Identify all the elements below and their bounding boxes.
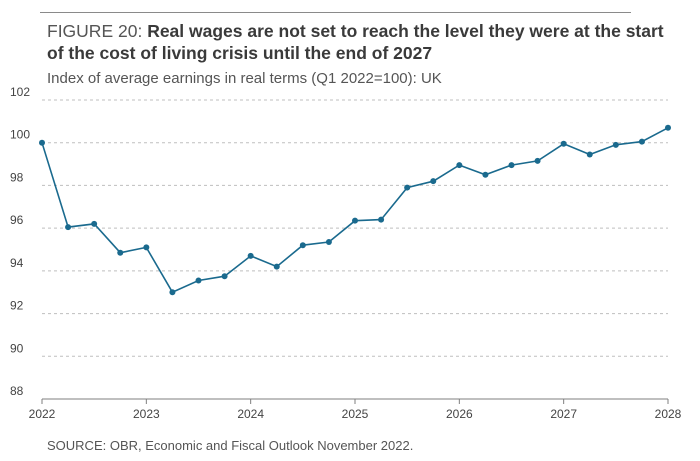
data-point: [299, 242, 306, 249]
data-point: [39, 139, 45, 146]
y-tick-label: 100: [10, 128, 30, 142]
data-point: [352, 217, 358, 224]
x-tick-label: 2026: [446, 407, 473, 421]
data-point: [273, 263, 280, 270]
data-point: [378, 216, 385, 223]
y-tick-label: 96: [10, 213, 24, 227]
data-point: [560, 140, 567, 147]
data-point: [456, 162, 463, 169]
top-rule: [40, 12, 631, 13]
data-point: [612, 141, 619, 148]
x-tick-label: 2022: [29, 407, 56, 421]
x-tick-label: 2024: [237, 407, 264, 421]
x-tick-label: 2027: [550, 407, 577, 421]
data-point: [143, 244, 150, 251]
data-point: [325, 239, 332, 246]
data-point: [117, 249, 124, 256]
data-point: [169, 289, 176, 296]
chart-subtitle: Index of average earnings in real terms …: [47, 70, 442, 87]
figure-title-text: Real wages are not set to reach the leve…: [47, 21, 664, 63]
y-tick-label: 88: [10, 384, 24, 398]
data-point: [638, 138, 645, 145]
figure-title: FIGURE 20: Real wages are not set to rea…: [47, 20, 667, 64]
x-axis-ticks: 2022 2023 2024 2025 2026 2027 2028: [29, 399, 682, 421]
source-note: SOURCE: OBR, Economic and Fiscal Outlook…: [47, 438, 414, 453]
data-point: [482, 171, 489, 178]
y-tick-label: 102: [10, 85, 30, 99]
data-point: [430, 178, 437, 185]
y-tick-label: 98: [10, 170, 24, 184]
series-line: [41, 127, 669, 294]
data-point: [247, 252, 254, 259]
data-point: [508, 162, 515, 169]
x-tick-label: 2025: [342, 407, 369, 421]
data-point: [586, 151, 593, 158]
data-point: [665, 124, 671, 131]
y-axis-ticks: 88 90 92 94 96 98 100 102: [10, 85, 30, 398]
figure-label: FIGURE 20:: [47, 21, 143, 41]
series-group: [39, 124, 671, 296]
gridlines: [42, 99, 668, 400]
x-tick-label: 2028: [655, 407, 682, 421]
y-tick-label: 92: [10, 299, 24, 313]
data-point: [404, 184, 411, 191]
data-point: [65, 224, 72, 231]
data-point: [534, 157, 541, 164]
data-point: [91, 220, 98, 227]
x-tick-label: 2023: [133, 407, 160, 421]
y-tick-label: 94: [10, 256, 24, 270]
y-tick-label: 90: [10, 341, 24, 355]
data-point: [195, 277, 202, 284]
data-point: [221, 273, 228, 280]
